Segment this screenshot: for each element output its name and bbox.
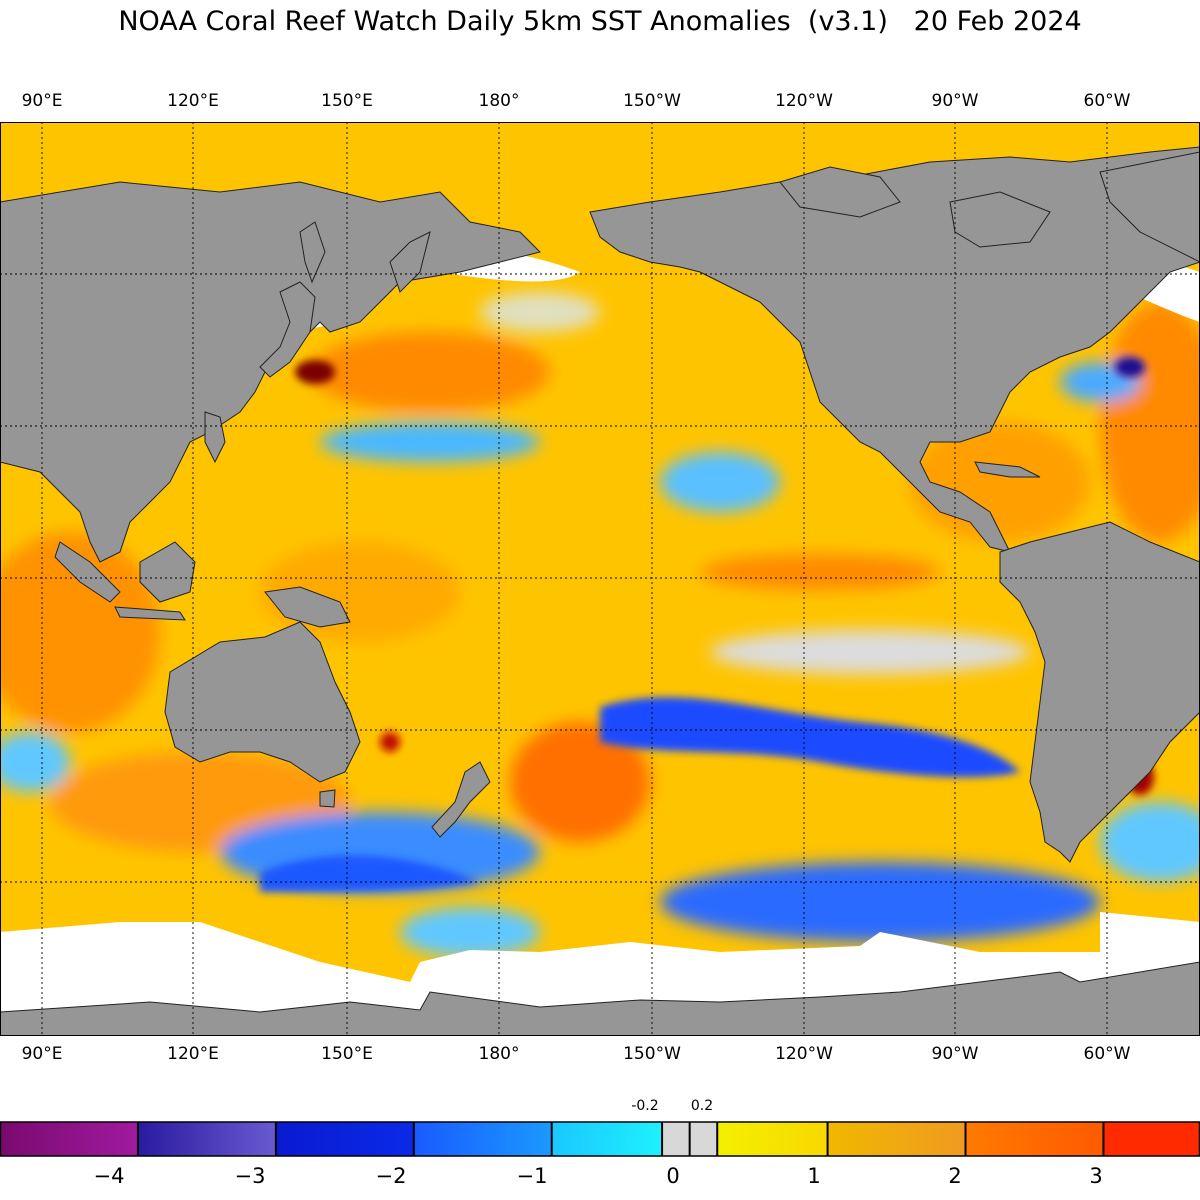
lon-label-bottom: 90°E	[21, 1044, 63, 1064]
lon-label-top: 120°E	[167, 91, 219, 111]
cool-anomaly	[660, 862, 1100, 942]
neutral-anomaly	[710, 630, 1030, 674]
cool-anomaly	[1100, 802, 1200, 882]
colorbar-small-label: 0.2	[690, 1098, 714, 1114]
colorbar-tick-label: −1	[516, 1164, 548, 1188]
colorbar-segment	[717, 1122, 828, 1156]
south-america-land	[999, 521, 1200, 863]
hot-spot	[380, 732, 400, 752]
colorbar-segment	[413, 1122, 552, 1156]
colorbar-segment	[551, 1122, 663, 1156]
lon-label-bottom: 90°W	[931, 1044, 979, 1064]
tasmania-land	[319, 789, 336, 808]
sst-anomaly-map	[0, 122, 1200, 1036]
cool-anomaly	[400, 907, 540, 957]
lon-label-top: 150°E	[321, 91, 373, 111]
java-land	[114, 606, 186, 621]
lon-label-top: 60°W	[1083, 91, 1131, 111]
warm-anomaly	[0, 532, 160, 732]
colorbar-segment	[1103, 1122, 1200, 1156]
colorbar-segment	[827, 1122, 966, 1156]
new-zealand-land	[431, 761, 491, 838]
cold-tongue	[260, 357, 1154, 892]
lon-label-bottom: 120°E	[167, 1044, 219, 1064]
colorbar	[0, 1121, 1200, 1157]
colorbar-tick-label: 1	[807, 1164, 821, 1188]
lon-label-top: 180°	[478, 91, 520, 111]
antarctica-land	[0, 961, 1200, 1036]
colorbar-segment	[275, 1122, 414, 1156]
colorbar-tick-label: 2	[948, 1164, 962, 1188]
greenland-land	[1099, 151, 1200, 263]
land-masses	[0, 146, 1200, 1036]
sumatra-land	[54, 541, 121, 603]
cool-anomaly	[660, 452, 780, 512]
lon-label-bottom: 150°W	[623, 1044, 681, 1064]
warm-anomaly	[310, 332, 550, 412]
cool-anomaly	[0, 732, 70, 792]
warm-anomaly	[700, 554, 940, 590]
colorbar-tick-label: −2	[375, 1164, 407, 1188]
colorbar-tick-label: 3	[1089, 1164, 1103, 1188]
lon-label-top: 150°W	[623, 91, 681, 111]
lon-label-top: 120°W	[775, 91, 833, 111]
hot-spot	[295, 360, 335, 384]
new-guinea-land	[264, 586, 351, 628]
warm-anomaly	[510, 722, 650, 842]
kamchatka-land	[389, 231, 431, 293]
colorbar-segment	[965, 1122, 1104, 1156]
neutral-anomaly	[480, 292, 600, 332]
north-america-land	[589, 146, 1200, 553]
cold-anomaly	[260, 855, 480, 892]
lon-label-bottom: 180°	[478, 1044, 520, 1064]
lon-label-bottom: 120°W	[775, 1044, 833, 1064]
lon-label-bottom: 150°E	[321, 1044, 373, 1064]
caribbean-land	[974, 461, 1041, 478]
japan-land	[259, 281, 316, 378]
lon-label-top: 90°E	[21, 91, 63, 111]
philippines-land	[204, 411, 226, 464]
colorbar-small-label: -0.2	[631, 1098, 659, 1114]
map-title: NOAA Coral Reef Watch Daily 5km SST Anom…	[118, 6, 1082, 37]
colorbar-tick-label: −4	[93, 1164, 125, 1188]
graticule	[0, 122, 1200, 1036]
sakhalin-land	[299, 221, 326, 284]
colorbar-tick-label: −3	[234, 1164, 266, 1188]
australia-land	[164, 621, 361, 783]
cold-anomaly	[600, 697, 1020, 778]
cold-spot	[1115, 357, 1145, 377]
colorbar-tick-label: 0	[666, 1164, 680, 1188]
arctic-island-land	[779, 166, 901, 218]
cool-anomaly	[320, 422, 540, 462]
borneo-land	[139, 541, 196, 603]
lon-label-bottom: 60°W	[1083, 1044, 1131, 1064]
colorbar-segment	[0, 1122, 138, 1156]
colorbar-segment	[137, 1122, 276, 1156]
lon-label-top: 90°W	[931, 91, 979, 111]
